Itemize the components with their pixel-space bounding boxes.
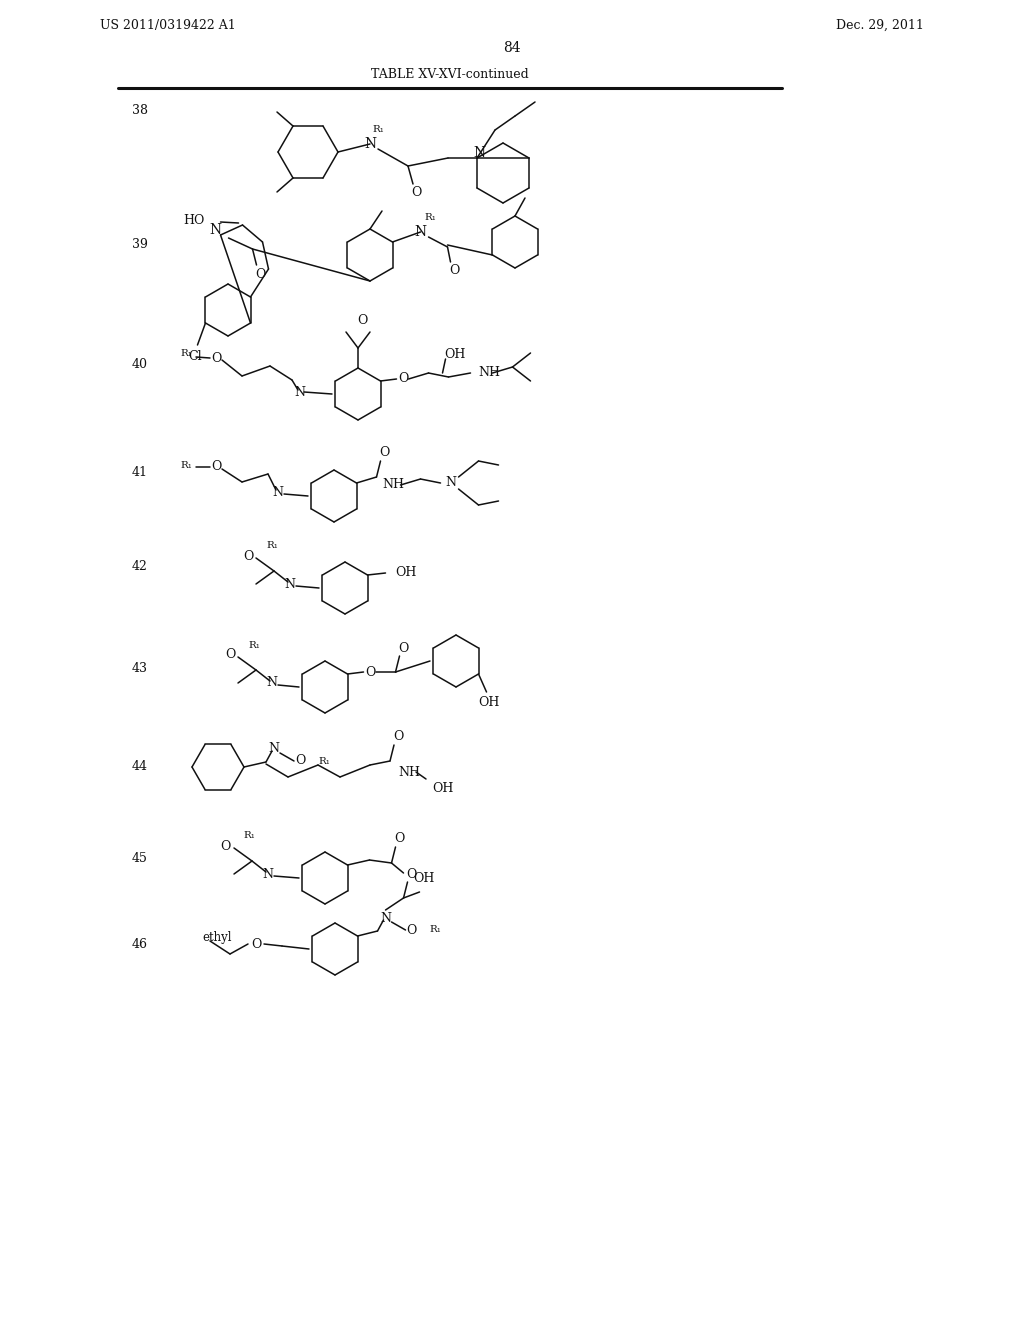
Text: O: O — [225, 648, 236, 661]
Text: O: O — [398, 372, 409, 385]
Text: O: O — [450, 264, 460, 276]
Text: OH: OH — [478, 696, 500, 709]
Text: O: O — [366, 665, 376, 678]
Text: 39: 39 — [132, 239, 147, 252]
Text: 44: 44 — [132, 760, 148, 774]
Text: O: O — [407, 867, 417, 880]
Text: R₁: R₁ — [180, 350, 193, 359]
Text: N: N — [364, 137, 376, 150]
Text: 43: 43 — [132, 661, 148, 675]
Text: 46: 46 — [132, 939, 148, 952]
Text: O: O — [356, 314, 368, 326]
Text: 84: 84 — [503, 41, 521, 55]
Text: N: N — [262, 867, 273, 880]
Text: R₁: R₁ — [180, 461, 193, 470]
Text: O: O — [220, 840, 230, 853]
Text: OH: OH — [395, 566, 417, 579]
Text: Dec. 29, 2011: Dec. 29, 2011 — [837, 18, 924, 32]
Text: O: O — [211, 351, 221, 364]
Text: O: O — [393, 730, 403, 743]
Text: R₁: R₁ — [243, 832, 255, 841]
Text: US 2011/0319422 A1: US 2011/0319422 A1 — [100, 18, 236, 32]
Text: O: O — [379, 446, 390, 459]
Text: O: O — [411, 186, 421, 198]
Text: R₁: R₁ — [429, 925, 441, 935]
Text: Cl: Cl — [188, 351, 203, 363]
Text: N: N — [415, 224, 427, 239]
Text: 45: 45 — [132, 851, 147, 865]
Text: OH: OH — [444, 348, 466, 362]
Text: R₁: R₁ — [318, 756, 330, 766]
Text: O: O — [251, 937, 261, 950]
Text: N: N — [295, 385, 305, 399]
Text: 42: 42 — [132, 561, 147, 573]
Text: 40: 40 — [132, 359, 148, 371]
Text: OH: OH — [414, 873, 435, 886]
Text: O: O — [407, 924, 417, 936]
Text: R₁: R₁ — [248, 640, 260, 649]
Text: O: O — [394, 833, 404, 846]
Text: N: N — [268, 742, 280, 755]
Text: R₁: R₁ — [372, 125, 384, 135]
Text: N: N — [272, 486, 284, 499]
Text: N: N — [285, 578, 296, 590]
Text: 41: 41 — [132, 466, 148, 479]
Text: 38: 38 — [132, 103, 148, 116]
Text: TABLE XV-XVI-continued: TABLE XV-XVI-continued — [371, 69, 528, 82]
Text: O: O — [295, 755, 305, 767]
Text: NH: NH — [478, 367, 501, 380]
Text: ethyl: ethyl — [202, 932, 231, 945]
Text: N: N — [266, 676, 278, 689]
Text: NH: NH — [383, 479, 404, 491]
Text: N: N — [473, 147, 485, 160]
Text: O: O — [398, 642, 409, 655]
Text: N: N — [210, 223, 221, 238]
Text: NH: NH — [398, 766, 420, 779]
Text: O: O — [243, 549, 253, 562]
Text: N: N — [445, 477, 456, 490]
Text: HO: HO — [183, 214, 205, 227]
Text: R₁: R₁ — [425, 214, 436, 223]
Text: N: N — [380, 912, 391, 924]
Text: O: O — [211, 461, 221, 474]
Text: OH: OH — [432, 783, 454, 796]
Text: O: O — [255, 268, 265, 281]
Text: R₁: R₁ — [266, 541, 278, 550]
